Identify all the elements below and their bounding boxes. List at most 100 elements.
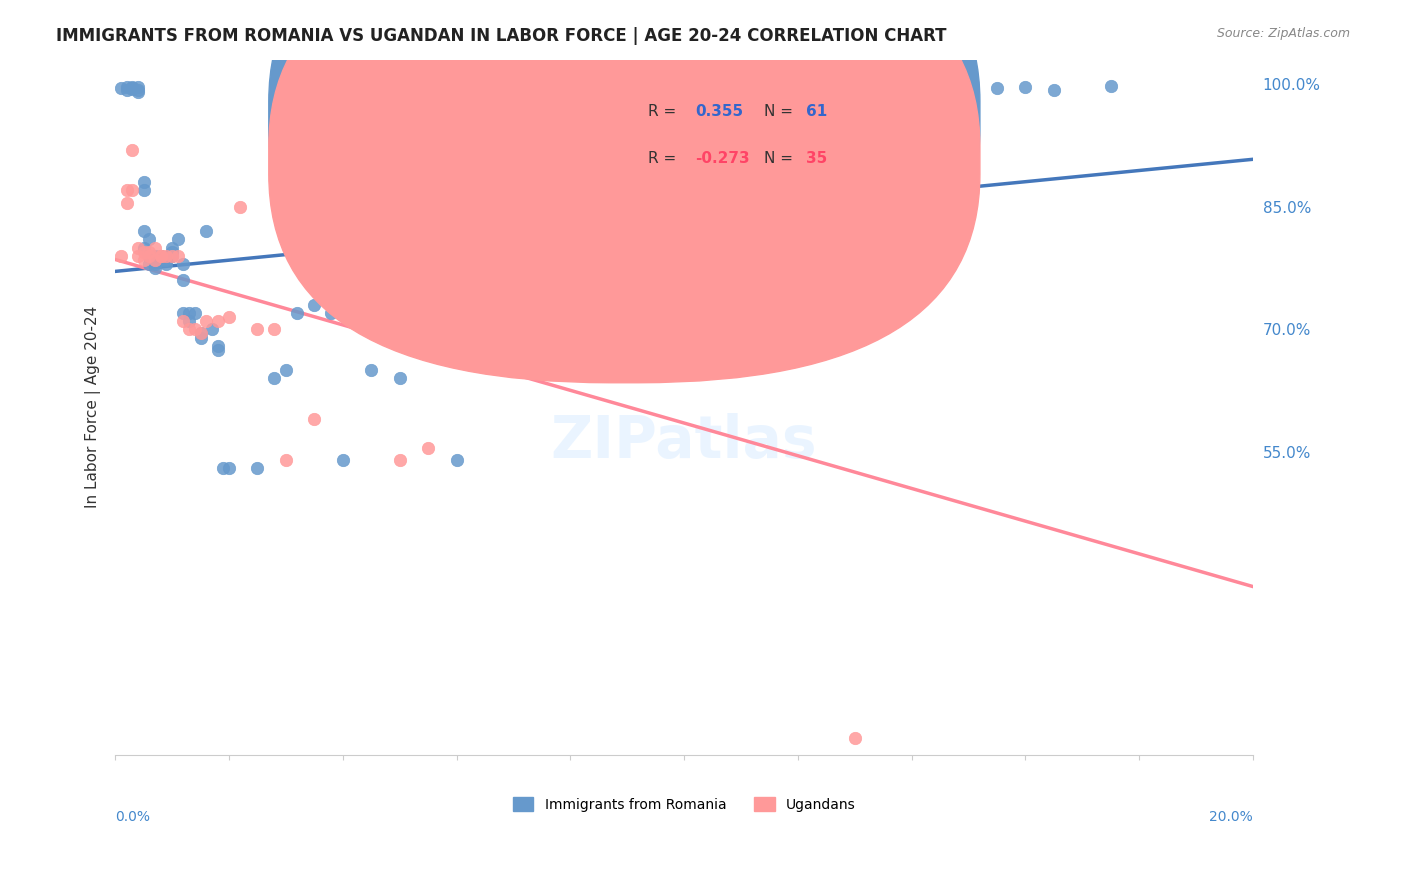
- Point: [304, 412, 326, 426]
- Legend: Immigrants from Romania, Ugandans: Immigrants from Romania, Ugandans: [508, 791, 860, 817]
- Point: [115, 195, 138, 210]
- Point: [127, 85, 149, 99]
- Point: [416, 339, 439, 353]
- Point: [160, 241, 183, 255]
- Point: [474, 244, 496, 259]
- Point: [143, 241, 166, 255]
- Point: [166, 249, 188, 263]
- Point: [986, 81, 1008, 95]
- Point: [138, 257, 160, 271]
- Point: [184, 322, 207, 336]
- Point: [195, 224, 218, 238]
- Point: [121, 143, 143, 157]
- Point: [229, 200, 252, 214]
- Point: [844, 731, 866, 746]
- Point: [166, 232, 188, 246]
- Point: [929, 159, 952, 173]
- Point: [474, 322, 496, 336]
- FancyBboxPatch shape: [269, 0, 980, 383]
- Point: [218, 310, 240, 325]
- Point: [132, 252, 155, 267]
- Point: [121, 81, 143, 95]
- Point: [149, 249, 172, 263]
- Point: [184, 306, 207, 320]
- Point: [132, 241, 155, 255]
- Point: [263, 371, 285, 385]
- Text: R =: R =: [648, 151, 681, 166]
- Point: [149, 251, 172, 265]
- Point: [321, 306, 343, 320]
- Point: [172, 314, 194, 328]
- Point: [138, 244, 160, 259]
- Point: [195, 314, 218, 328]
- Point: [110, 81, 132, 95]
- Point: [132, 175, 155, 189]
- Point: [201, 322, 224, 336]
- Point: [246, 461, 269, 475]
- Point: [190, 330, 212, 344]
- Text: 20.0%: 20.0%: [1209, 810, 1253, 824]
- Point: [179, 306, 201, 320]
- Text: R =: R =: [648, 104, 681, 120]
- Point: [304, 298, 326, 312]
- Point: [207, 343, 229, 357]
- Point: [155, 249, 177, 263]
- Point: [218, 461, 240, 475]
- Text: N =: N =: [763, 151, 797, 166]
- Point: [1043, 83, 1066, 97]
- Point: [388, 371, 411, 385]
- Point: [143, 252, 166, 267]
- Point: [121, 183, 143, 197]
- Text: 61: 61: [806, 104, 827, 120]
- Point: [127, 241, 149, 255]
- Point: [1014, 79, 1036, 94]
- Point: [127, 80, 149, 95]
- Point: [190, 326, 212, 341]
- Text: 0.355: 0.355: [696, 104, 744, 120]
- Point: [132, 183, 155, 197]
- Point: [246, 322, 269, 336]
- Point: [143, 257, 166, 271]
- Point: [121, 82, 143, 96]
- Point: [332, 453, 354, 467]
- Point: [388, 453, 411, 467]
- Text: IMMIGRANTS FROM ROMANIA VS UGANDAN IN LABOR FORCE | AGE 20-24 CORRELATION CHART: IMMIGRANTS FROM ROMANIA VS UGANDAN IN LA…: [56, 27, 946, 45]
- Text: Source: ZipAtlas.com: Source: ZipAtlas.com: [1216, 27, 1350, 40]
- Point: [360, 363, 382, 377]
- Point: [416, 441, 439, 455]
- Point: [1099, 78, 1122, 93]
- Point: [160, 244, 183, 259]
- Point: [132, 244, 155, 259]
- Point: [115, 83, 138, 97]
- Point: [207, 314, 229, 328]
- FancyBboxPatch shape: [269, 0, 980, 337]
- Point: [160, 249, 183, 263]
- Point: [263, 322, 285, 336]
- Text: ZIPatlas: ZIPatlas: [551, 413, 817, 470]
- Point: [844, 85, 866, 99]
- Point: [149, 249, 172, 263]
- Point: [155, 257, 177, 271]
- Point: [143, 261, 166, 276]
- Point: [127, 83, 149, 97]
- Point: [143, 252, 166, 267]
- Point: [274, 363, 297, 377]
- Point: [172, 306, 194, 320]
- Point: [115, 183, 138, 197]
- Point: [179, 322, 201, 336]
- FancyBboxPatch shape: [588, 84, 917, 199]
- Text: 35: 35: [806, 151, 827, 166]
- Point: [149, 249, 172, 263]
- Y-axis label: In Labor Force | Age 20-24: In Labor Force | Age 20-24: [86, 306, 101, 508]
- Point: [138, 249, 160, 263]
- Point: [446, 453, 468, 467]
- Text: N =: N =: [763, 104, 797, 120]
- Point: [138, 249, 160, 263]
- Point: [172, 257, 194, 271]
- Point: [127, 249, 149, 263]
- Point: [212, 461, 235, 475]
- Point: [132, 224, 155, 238]
- Point: [179, 314, 201, 328]
- Point: [143, 249, 166, 263]
- Point: [160, 249, 183, 263]
